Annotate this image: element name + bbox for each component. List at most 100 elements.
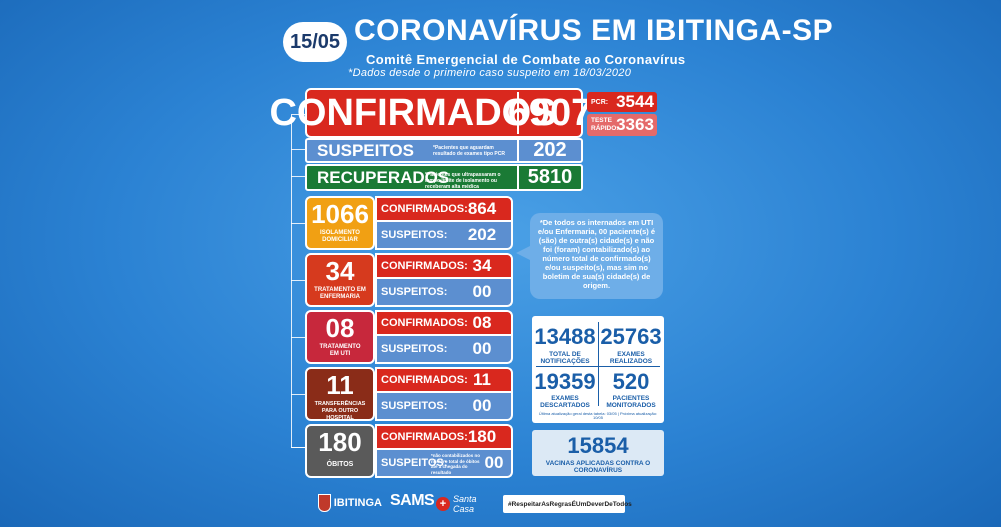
isolation-card: 1066 ISOLAMENTO DOMICILIAR [305, 196, 375, 250]
isolation-caption: ISOLAMENTO DOMICILIAR [320, 230, 360, 243]
confirmed-label: CONFIRMADOS [269, 91, 557, 134]
confirmed-value: 180 [467, 427, 497, 446]
confirmed-value: 11 [473, 370, 491, 389]
santa-casa-logo-text: Santa Casa [453, 494, 477, 514]
vaccines-panel: 15854 VACINAS APLICADAS CONTRA O CORONAV… [532, 430, 664, 476]
suspects-value: 00 [472, 396, 492, 415]
transfers-confirmed-row: CONFIRMADOS: 11 [375, 367, 513, 393]
date-badge: 15/05 [283, 22, 347, 62]
rapid-value: 3363 [616, 115, 654, 134]
exams-value: 25763 [600, 324, 662, 349]
data-since-note: *Dados desde o primeiro caso suspeito em… [348, 67, 632, 79]
pcr-value: 3544 [616, 92, 654, 111]
suspects-label: SUSPEITOS: [381, 229, 448, 241]
transfers-suspects-row: SUSPEITOS: 00 [375, 393, 513, 421]
confirmed-value: 864 [467, 199, 497, 218]
transfers-caption: TRANSFERÊNCIAS PARA OUTRO HOSPITAL [314, 401, 366, 421]
bracket-tick [291, 149, 305, 150]
bracket-tick [291, 447, 305, 448]
suspects-card: SUSPEITOS *Pacientes que aguardam result… [305, 138, 583, 163]
exams-label: EXAMES REALIZADOS [609, 351, 653, 365]
suspects-label: SUSPEITOS: [381, 286, 448, 298]
suspects-label: SUSPEITOS: [381, 343, 448, 355]
ibitinga-logo-text: IBITINGA [333, 497, 382, 509]
confirmed-value: 6907 [507, 91, 593, 134]
bracket-tick [291, 337, 305, 338]
suspects-note: *Pacientes que aguardam resultado de exa… [433, 145, 505, 157]
santa-casa-logo: + Santa Casa [436, 494, 500, 514]
ibitinga-logo: IBITINGA [318, 493, 382, 513]
suspects-label: SUSPEITOS: [381, 457, 448, 469]
suspects-value: 202 [467, 225, 497, 244]
bracket-tick [291, 280, 305, 281]
deaths-suspects-note: *não contabilizados no número total de ó… [431, 453, 481, 475]
suspects-label: SUSPEITOS [317, 140, 414, 160]
deaths-caption: ÓBITOS [326, 461, 354, 468]
coat-of-arms-icon [318, 494, 331, 512]
isolation-number: 1066 [311, 198, 369, 229]
recovered-note: *Pacientes que ultrapassaram o tempo lim… [425, 172, 501, 190]
monitored-value: 520 [612, 369, 650, 394]
icu-confirmed-row: CONFIRMADOS: 08 [375, 310, 513, 336]
stats-panel: 13488 TOTAL DE NOTIFICAÇÕES 25763 EXAMES… [532, 316, 664, 423]
confirmed-label: CONFIRMADOS: [381, 260, 468, 272]
suspects-value: 00 [472, 282, 492, 301]
page-title: CORONAVÍRUS EM IBITINGA-SP [354, 14, 834, 47]
callout-text: *De todos os internados em UTI e/ou Enfe… [537, 218, 656, 290]
confirmed-value: 34 [472, 256, 492, 275]
icu-caption: TRATAMENTO EM UTI [319, 344, 361, 357]
rapid-label: TESTE RÁPIDO: [591, 117, 619, 132]
hashtag-text: #RespeitarAsRegrasÉUmDeverDeTodos [508, 500, 632, 508]
pcr-label: PCR: [591, 98, 609, 106]
confirmed-label: CONFIRMADOS: [381, 374, 468, 386]
ward-caption: TRATAMENTO EM ENFERMARIA [314, 287, 366, 300]
bracket-tick [291, 176, 305, 177]
confirmed-label: CONFIRMADOS: [381, 431, 468, 443]
cross-icon: + [436, 497, 450, 511]
recovered-label: RECUPERADOS [317, 167, 450, 187]
confirmed-card: CONFIRMADOS 6907 [269, 88, 593, 138]
icu-card: 08 TRATAMENTO EM UTI [305, 310, 375, 364]
icu-suspects-row: SUSPEITOS: 00 [375, 336, 513, 364]
vaccines-label: VACINAS APLICADAS CONTRA O CORONAVÍRUS [545, 460, 651, 474]
discarded-label: EXAMES DESCARTADOS [540, 395, 590, 409]
deaths-card: 180 ÓBITOS [305, 424, 375, 478]
divider [517, 92, 519, 134]
transfers-card: 11 TRANSFERÊNCIAS PARA OUTRO HOSPITAL [305, 367, 375, 421]
isolation-confirmed-row: CONFIRMADOS: 864 [375, 196, 513, 222]
ward-suspects-row: SUSPEITOS: 00 [375, 279, 513, 307]
ward-card: 34 TRATAMENTO EM ENFERMARIA [305, 253, 375, 307]
confirmed-label: CONFIRMADOS: [381, 317, 468, 329]
bracket-tick [291, 394, 305, 395]
monitored-label: PACIENTES MONITORADOS [606, 395, 656, 409]
confirmed-value: 08 [472, 313, 492, 332]
sams-logo: SAMS [390, 492, 435, 509]
page-subtitle: Comitê Emergencial de Combate ao Coronav… [366, 52, 686, 67]
ward-number: 34 [325, 255, 355, 286]
notifications-label: TOTAL DE NOTIFICAÇÕES [540, 351, 590, 365]
stats-divider-h [536, 366, 660, 367]
transfers-number: 11 [326, 369, 354, 400]
hashtag-badge: #RespeitarAsRegrasÉUmDeverDeTodos [503, 495, 632, 513]
stats-divider-v [598, 322, 599, 406]
bracket-tick [291, 223, 305, 224]
pcr-box: PCR: 3544 [587, 92, 657, 112]
icu-number: 08 [325, 312, 355, 343]
recovered-value: 5810 [527, 166, 573, 188]
divider [517, 166, 519, 189]
summary-bracket [291, 114, 305, 448]
deaths-confirmed-row: CONFIRMADOS: 180 [375, 424, 513, 450]
callout-pointer [516, 246, 530, 260]
isolation-suspects-row: SUSPEITOS: 202 [375, 222, 513, 250]
recovered-card: RECUPERADOS *Pacientes que ultrapassaram… [305, 164, 583, 191]
deaths-number: 180 [318, 426, 362, 457]
divider [517, 140, 519, 161]
suspects-value: 00 [472, 339, 492, 358]
notifications-value: 13488 [534, 324, 596, 349]
suspects-label: SUSPEITOS: [381, 400, 448, 412]
suspects-value: 202 [533, 139, 567, 161]
stats-footer-note: Última atualização geral desta tabela: 0… [538, 411, 658, 420]
confirmed-label: CONFIRMADOS: [381, 203, 468, 215]
suspects-value: 00 [484, 453, 504, 472]
ward-confirmed-row: CONFIRMADOS: 34 [375, 253, 513, 279]
